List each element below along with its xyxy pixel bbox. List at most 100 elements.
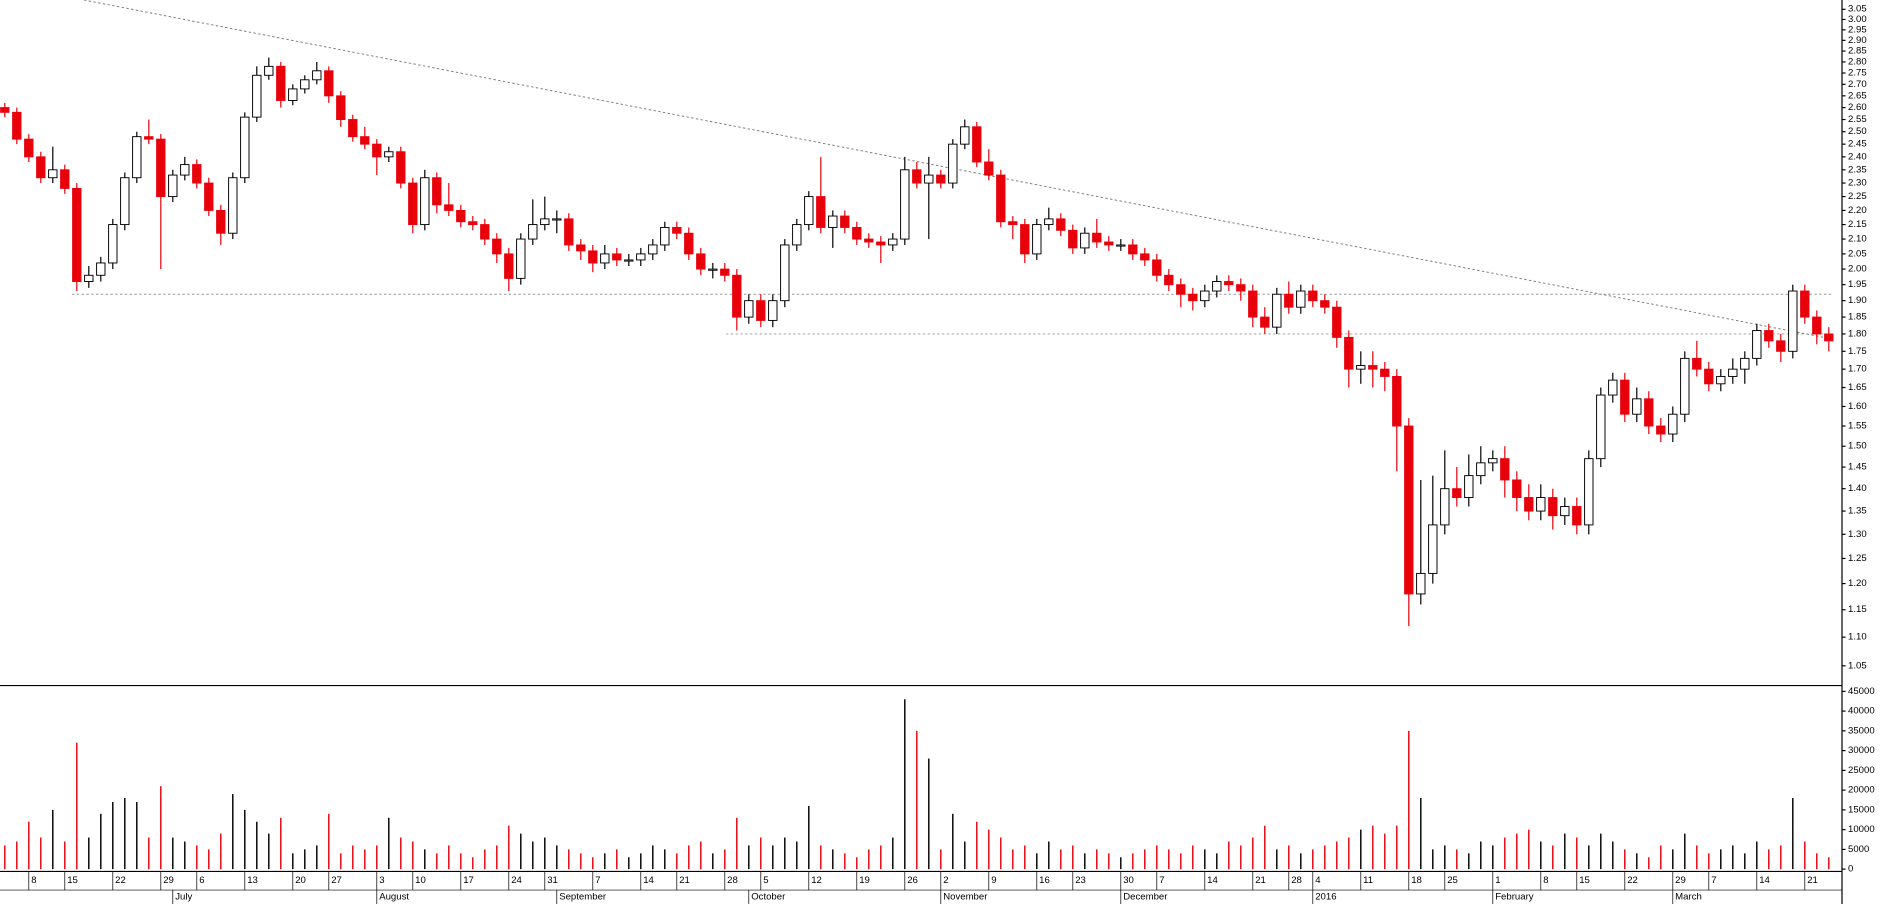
x-tick-label: 11 (1363, 875, 1373, 886)
y-tick-label: 2.40 (1848, 151, 1867, 162)
candle-body (852, 226, 862, 240)
y-tick-label: 2.05 (1848, 248, 1867, 259)
candle-body (696, 253, 706, 270)
candle-body (1296, 290, 1306, 308)
candle-body (444, 204, 454, 211)
y-tick-label: 1.50 (1848, 441, 1867, 452)
y-tick-label: 1.45 (1848, 462, 1867, 473)
candle-body (60, 169, 70, 189)
candle-body (192, 164, 202, 184)
x-tick-label: 21 (679, 875, 690, 886)
y-tick-label: 2.30 (1848, 178, 1867, 189)
candle-body (912, 169, 922, 184)
candle-body (1452, 488, 1462, 499)
candle-body (324, 70, 334, 97)
candle-body (828, 215, 838, 228)
candle-body (960, 126, 970, 145)
y-tick-label: 2.90 (1848, 35, 1867, 46)
candle-body (540, 218, 550, 226)
candle-body (1284, 293, 1294, 308)
candle-body (1704, 368, 1714, 385)
candle-body (504, 253, 514, 279)
month-label: 2016 (1315, 892, 1336, 903)
y-tick-label: 1.95 (1848, 279, 1867, 290)
x-tick-label: 28 (727, 875, 738, 886)
candle-body (756, 300, 766, 321)
candle-body (1212, 281, 1222, 292)
candle-body (1824, 333, 1834, 342)
candle-body (1272, 293, 1282, 328)
x-tick-label: 15 (67, 875, 78, 886)
candle-body (1392, 375, 1402, 427)
candle-body (1716, 375, 1726, 385)
x-tick-label: 3 (379, 875, 384, 886)
candle-body (924, 174, 934, 184)
candle-body (564, 218, 574, 246)
x-tick-label: 16 (1039, 875, 1050, 886)
candle-body (1164, 274, 1174, 286)
candle-body (12, 111, 22, 140)
month-label: September (559, 892, 606, 903)
candle-body (1644, 398, 1654, 427)
candle-body (1692, 357, 1702, 370)
candle-body (1488, 458, 1498, 464)
candle-body (1128, 244, 1138, 255)
candle-body (1764, 330, 1774, 342)
x-tick-label: 30 (1123, 875, 1134, 886)
candle-body (648, 244, 658, 255)
x-tick-label: 19 (859, 875, 870, 886)
y-tick-label: 1.65 (1848, 382, 1867, 393)
y-tick-label: 3.05 (1848, 4, 1867, 15)
candle-body (624, 259, 634, 262)
y-tick-label: 2.65 (1848, 90, 1867, 101)
x-tick-label: 12 (811, 875, 822, 886)
candle-body (1044, 218, 1054, 226)
candle-body (528, 224, 538, 240)
x-tick-label: 27 (331, 875, 342, 886)
candle-body (108, 224, 118, 264)
candle-body (660, 226, 670, 246)
candle-body (816, 196, 826, 228)
candle-body (1428, 524, 1438, 574)
x-tick-label: 10 (415, 875, 426, 886)
candle-body (180, 164, 190, 176)
x-tick-label: 22 (115, 875, 126, 886)
candle-body (1104, 241, 1114, 246)
volume-tick-label: 20000 (1848, 785, 1875, 796)
candle-body (96, 262, 106, 276)
x-tick-label: 4 (1315, 875, 1320, 886)
candle-body (720, 268, 730, 276)
candle-body (744, 300, 754, 318)
candle-body (1812, 316, 1822, 335)
y-tick-label: 2.35 (1848, 164, 1867, 175)
volume-tick-label: 45000 (1848, 686, 1875, 697)
candle-body (156, 138, 166, 198)
y-tick-label: 2.60 (1848, 102, 1867, 113)
candle-body (1008, 221, 1018, 226)
candle-body (492, 238, 502, 255)
candle-body (36, 156, 46, 179)
candle-body (336, 95, 346, 120)
y-tick-label: 2.25 (1848, 191, 1867, 202)
candle-body (408, 182, 418, 226)
candle-body (204, 182, 214, 211)
x-tick-label: 28 (1291, 875, 1302, 886)
y-tick-label: 2.55 (1848, 114, 1867, 125)
volume-tick-label: 5000 (1848, 844, 1869, 855)
candle-body (1500, 458, 1510, 481)
x-tick-label: 6 (199, 875, 204, 886)
y-tick-label: 2.70 (1848, 79, 1867, 90)
candle-body (216, 209, 226, 234)
candle-body (1776, 340, 1786, 352)
x-tick-label: 22 (1627, 875, 1638, 886)
y-tick-label: 2.50 (1848, 126, 1867, 137)
y-tick-label: 1.90 (1848, 295, 1867, 306)
candle-body (1572, 506, 1582, 526)
y-tick-label: 3.00 (1848, 14, 1867, 25)
candle-body (420, 177, 430, 226)
candle-body (588, 250, 598, 264)
candle-body (804, 196, 814, 226)
candle-body (600, 253, 610, 264)
y-tick-label: 2.80 (1848, 57, 1867, 68)
